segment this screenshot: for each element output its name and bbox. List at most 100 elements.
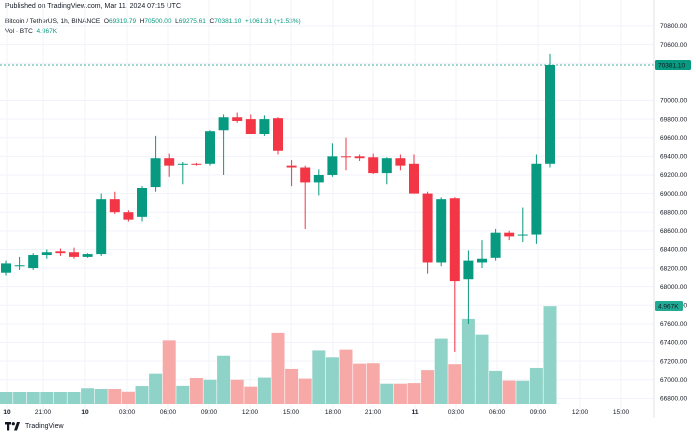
volume-bar	[298, 378, 312, 404]
price-tick-label: 68000.00	[660, 284, 687, 291]
time-tick-label: 12:00	[572, 409, 589, 416]
last-price-badge-text: 70381.10	[658, 62, 685, 69]
price-axis[interactable]: 70800.0070600.0070400.0070000.0069800.00…	[660, 23, 687, 402]
candle-body	[191, 163, 202, 165]
candle-body	[245, 119, 256, 134]
volume-bar	[81, 388, 95, 404]
time-tick-label: 06:00	[160, 409, 177, 416]
volume-label: Vol · BTC	[5, 28, 33, 35]
volume-bar	[421, 370, 435, 404]
volume-badge-text: 4.967K	[658, 303, 679, 310]
time-tick-label: 15:00	[283, 409, 300, 416]
last-price-badge-bg	[655, 60, 691, 71]
volume-bar	[108, 389, 122, 404]
price-tick-label: 69000.00	[660, 191, 687, 198]
price-tick-label: 69200.00	[660, 172, 687, 179]
time-axis[interactable]: 10 21:00 10 03:00 06:00 09:00 12:00 15:00 18:00 2…	[3, 409, 629, 416]
time-tick-label: 03:00	[448, 409, 465, 416]
time-tick-label: 09:00	[530, 409, 547, 416]
volume-bar	[529, 367, 543, 404]
volume-bar	[489, 370, 503, 404]
volume-bar	[461, 318, 475, 404]
candle-body	[232, 117, 243, 121]
price-tick-label: 70000.00	[660, 98, 687, 105]
close-label: C	[209, 18, 215, 25]
volume-bar	[475, 334, 489, 404]
change-value: +1061.31 (+1.53%)	[244, 18, 301, 25]
price-tick-label: 68800.00	[660, 209, 687, 216]
tradingview-logo-icon	[5, 422, 21, 431]
volume-bar	[434, 338, 448, 404]
volume-bar	[217, 355, 231, 404]
price-tick-label: 68200.00	[660, 265, 687, 272]
candle-body	[137, 187, 147, 217]
candle-body	[531, 163, 542, 235]
footer-brand-text: TradingView	[25, 423, 64, 430]
candle-body	[69, 252, 79, 257]
volume-bar	[366, 363, 380, 404]
volume-bar	[516, 380, 530, 404]
volume-bar	[244, 386, 258, 404]
time-tick-label: 15:00	[613, 409, 630, 416]
candle-body	[28, 255, 39, 269]
candle-body	[477, 258, 487, 263]
candle-body	[41, 252, 52, 256]
candle-body	[273, 118, 283, 151]
candle-body	[109, 199, 120, 213]
candle-body	[164, 158, 175, 166]
footer-branding[interactable]: TradingView	[5, 422, 64, 431]
low-value: 69275.61	[178, 18, 206, 25]
price-tick-label: 67400.00	[660, 340, 687, 347]
volume-bar	[339, 349, 353, 404]
volume-bar	[393, 383, 407, 404]
time-tick-label: 09:00	[201, 409, 218, 416]
volume-bar	[121, 391, 135, 404]
price-tick-label: 69800.00	[660, 116, 687, 123]
candle-body	[504, 232, 515, 237]
candle-body	[1, 263, 11, 273]
candle-body	[545, 65, 555, 164]
price-tick-label: 66800.00	[660, 396, 687, 403]
price-tick-label: 69400.00	[660, 154, 687, 161]
volume-bar	[0, 392, 13, 404]
candle-body	[96, 199, 107, 255]
price-tick-label: 68600.00	[660, 228, 687, 235]
volume-bar	[380, 383, 394, 404]
last-price-badge: 70381.10	[655, 60, 691, 71]
volume-bar	[176, 385, 190, 404]
ohlc-row: Bitcoin / TetherUS, 1h, BINANCE O69319.7…	[5, 17, 301, 27]
candle-body	[82, 254, 93, 257]
volume-bar	[502, 380, 516, 404]
candle-body	[177, 163, 188, 165]
chart-legend: Bitcoin / TetherUS, 1h, BINANCE O69319.7…	[5, 17, 301, 37]
volume-bar	[135, 386, 149, 404]
open-value: 69319.79	[108, 18, 137, 25]
volume-bar	[543, 306, 557, 404]
price-tick-label: 67600.00	[660, 321, 687, 328]
volume-bar	[407, 383, 421, 404]
candle-body	[395, 158, 406, 166]
time-tick-label: 10	[81, 409, 89, 416]
candle-body	[449, 198, 460, 282]
high-label: H	[139, 18, 145, 25]
time-tick-label: 12:00	[242, 409, 259, 416]
candle-body	[327, 156, 338, 175]
volume-bar	[230, 379, 244, 404]
candle-body	[341, 156, 351, 158]
volume-bar	[448, 364, 462, 404]
volume-bar	[26, 392, 40, 404]
volume-bar	[285, 368, 299, 404]
candle-body	[286, 165, 297, 168]
published-caption: Published on TradingView.com, Mar 11, 20…	[5, 3, 182, 10]
time-tick-label: 21:00	[365, 409, 382, 416]
price-tick-label: 70800.00	[660, 23, 687, 30]
time-tick-label: 03:00	[119, 409, 136, 416]
candle-body	[300, 167, 311, 183]
volume-badge: 4.967K	[655, 301, 683, 311]
open-label: O	[103, 18, 109, 25]
time-tick-label: 21:00	[35, 409, 52, 416]
volume-bar	[353, 363, 367, 404]
volume-bar	[162, 340, 176, 404]
candle-body	[422, 193, 433, 263]
